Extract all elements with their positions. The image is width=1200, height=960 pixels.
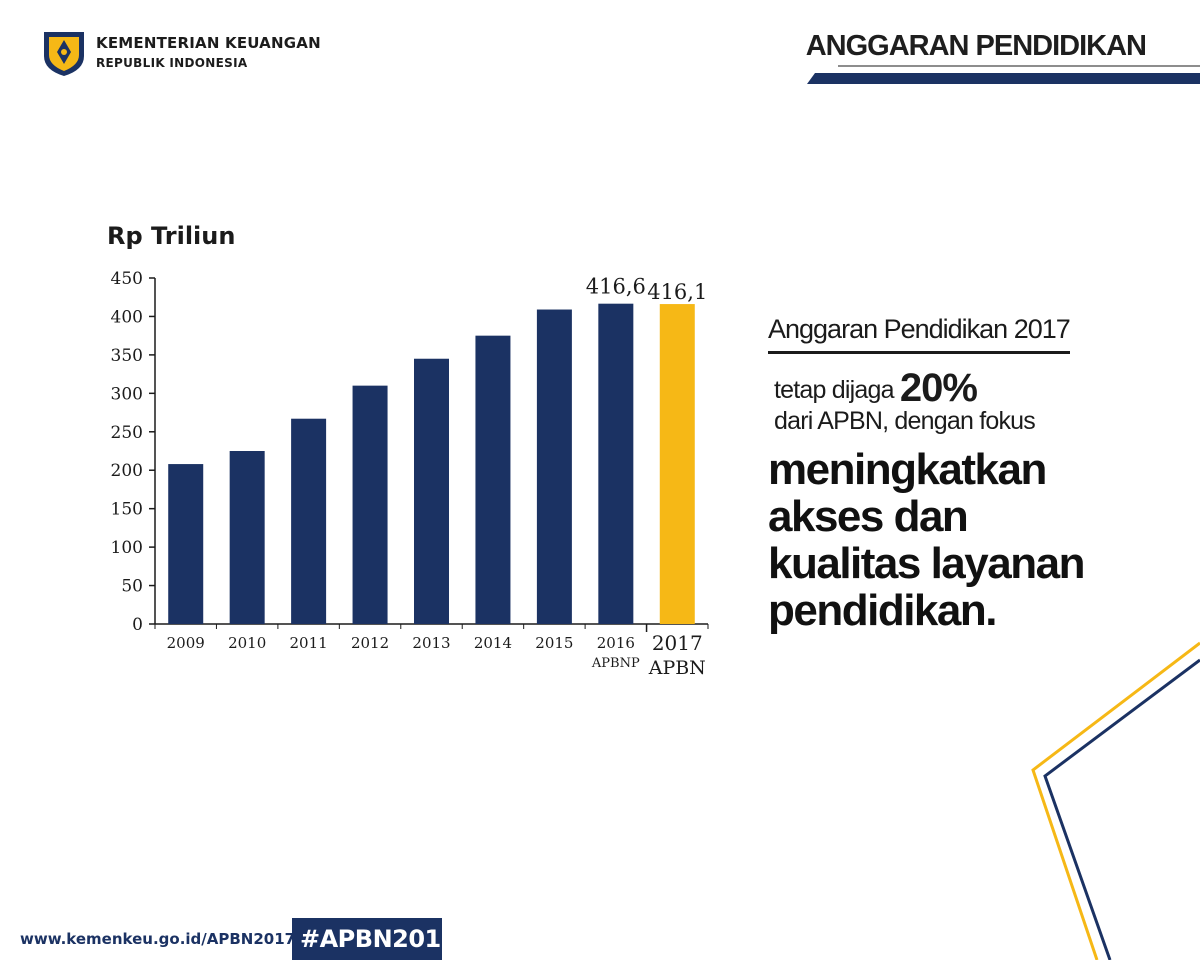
data-label: 416,6	[586, 275, 646, 299]
x-tick-label: 2016	[597, 634, 635, 652]
message-line-2: dari APBN, dengan fokus	[774, 407, 1036, 435]
bar-2016	[598, 303, 634, 624]
website-link[interactable]: www.kemenkeu.go.id/APBN2017	[0, 918, 295, 960]
x-tick-label: 2013	[412, 634, 450, 652]
y-tick-label: 200	[111, 461, 143, 481]
x-tick-label: 2012	[351, 634, 389, 652]
y-tick-label: 300	[111, 384, 143, 404]
bar-2012	[352, 385, 388, 624]
x-tick-label: 2011	[290, 634, 328, 652]
key-message-panel: Anggaran Pendidikan 2017 tetap dijaga 20…	[768, 314, 1098, 634]
education-budget-bar-chart: 0 50 100 150 200 250 300 350 400 450 2009 2010 2011…	[111, 269, 709, 679]
hashtag-banner: #APBN2017	[292, 918, 457, 960]
data-label: 416,1	[647, 280, 707, 304]
x-axis-labels: 2009 2010 2011 2012 2013 2014 2015 2016 APBNP 201…	[167, 631, 706, 679]
ministry-emblem-logo	[44, 32, 84, 76]
y-tick-label: 400	[111, 307, 143, 327]
message-line-1: tetap dijaga 20%	[768, 366, 1098, 411]
bar-2009	[168, 464, 204, 624]
website-url[interactable]: www.kemenkeu.go.id/APBN2017	[20, 930, 296, 948]
organization-name: KEMENTERIAN KEUANGAN REPUBLIK INDONESIA	[96, 34, 321, 70]
y-tick-label: 0	[132, 615, 143, 635]
bars	[168, 303, 695, 624]
y-tick-label: 250	[111, 423, 143, 443]
bar-2010	[229, 451, 265, 624]
bar-2017	[659, 304, 695, 624]
y-tick-label: 150	[111, 500, 143, 520]
title-underline-bar	[807, 65, 1200, 84]
focus-line: akses dan	[768, 492, 969, 541]
data-labels: 416,6 416,1	[586, 275, 708, 304]
message-line-1-text: tetap dijaga	[774, 376, 894, 404]
x-tick-label: 2014	[474, 634, 512, 652]
org-subtitle: REPUBLIK INDONESIA	[96, 56, 248, 70]
message-heading: Anggaran Pendidikan 2017	[768, 314, 1071, 354]
focus-line: meningkatkan	[768, 445, 1047, 494]
bar-2014	[475, 335, 511, 624]
focus-line: kualitas layanan	[768, 539, 1085, 588]
org-name: KEMENTERIAN KEUANGAN	[96, 34, 321, 52]
x-tick-label: 2017	[652, 631, 703, 655]
bar-2013	[414, 358, 449, 624]
focus-line: pendidikan.	[768, 586, 997, 635]
budget-percentage: 20%	[899, 366, 978, 410]
bar-2015	[536, 309, 572, 624]
y-axis-unit-label: Rp Triliun	[107, 222, 236, 250]
x-tick-label: 2009	[167, 634, 205, 652]
x-tick-sublabel: APBN	[648, 657, 706, 679]
bar-2011	[291, 418, 327, 624]
hashtag: #APBN2017	[300, 925, 457, 953]
x-tick-label: 2010	[228, 634, 266, 652]
y-tick-label: 100	[111, 538, 143, 558]
y-tick-label: 50	[121, 577, 143, 597]
x-tick-label: 2015	[535, 634, 573, 652]
x-tick-sublabel: APBNP	[591, 656, 640, 671]
focus-statement: meningkatkan akses dan kualitas layanan …	[768, 446, 1098, 634]
page-title: ANGGARAN PENDIDIKAN	[805, 30, 1147, 62]
y-tick-label: 450	[111, 269, 143, 289]
y-tick-label: 350	[111, 346, 143, 366]
